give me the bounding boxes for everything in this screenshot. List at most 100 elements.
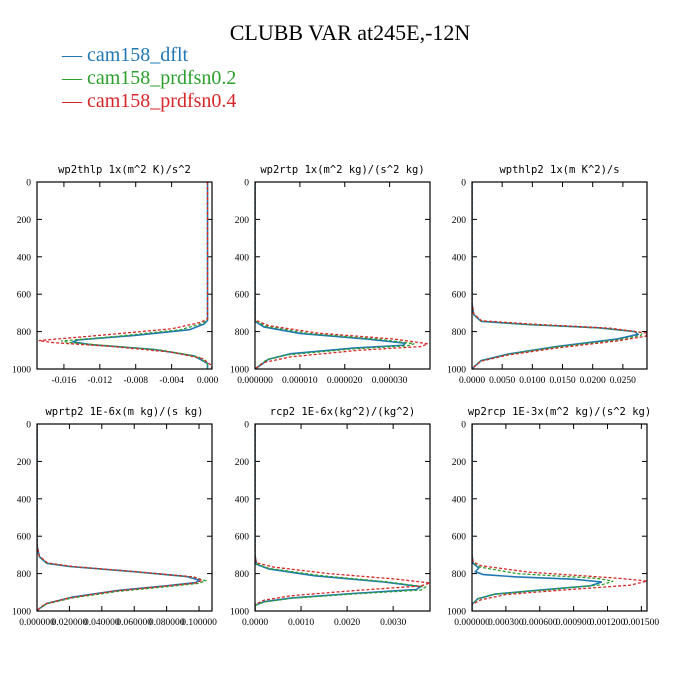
panel-5: rcp2 1E-6x(kg^2)/(kg^2) 0 200 400 600 800 1000… [230, 406, 431, 628]
x-tick-label: 0.0250 [610, 376, 636, 386]
series-line [472, 182, 647, 369]
y-tick-label: 200 [452, 458, 467, 468]
y-tick-label: 0 [461, 421, 466, 431]
legend-marker: — [62, 90, 82, 112]
y-tick-label: 1000 [230, 366, 249, 376]
x-tick-label: 0.100000 [181, 618, 217, 628]
y-tick-label: 200 [17, 458, 32, 468]
x-tick-label: 0.0050 [489, 376, 515, 386]
y-tick-label: 600 [235, 533, 250, 543]
plot-frame [471, 423, 648, 612]
x-tick-label: 0.001200 [590, 618, 626, 628]
series-line [37, 424, 201, 611]
series-line [255, 424, 430, 611]
series-line [255, 182, 430, 369]
x-tick-label: 0.000600 [522, 618, 558, 628]
series-line [255, 182, 415, 369]
y-tick-label: 600 [235, 291, 250, 301]
y-tick-label: 800 [452, 328, 467, 338]
y-tick-label: 800 [235, 570, 250, 580]
legend-item-prdfsn0.4: — cam158_prdfsn0.4 [62, 90, 236, 113]
x-tick-label: 0.060000 [116, 618, 152, 628]
x-tick-label: 0.020000 [52, 618, 88, 628]
plot-frame [254, 181, 431, 370]
y-tick-label: 200 [235, 458, 250, 468]
x-tick-label: 0.000000 [237, 376, 273, 386]
x-tick-label: 0.080000 [149, 618, 185, 628]
y-tick-label: 600 [452, 291, 467, 301]
panel-title: wpthlp2 1x(m K^2)/s [499, 164, 619, 176]
panel-title: wp2rcp 1E-3x(m^2 kg)/(s^2 kg) [468, 406, 651, 418]
legend: — cam158_dflt — cam158_prdfsn0.2 — cam15… [62, 44, 236, 113]
y-tick-label: 0 [461, 179, 466, 189]
y-tick-label: 1000 [447, 366, 466, 376]
x-tick-label: 0.000010 [282, 376, 318, 386]
plot-frame [36, 423, 213, 612]
x-tick-label: -0.008 [123, 376, 148, 386]
x-tick-label: 0.000030 [372, 376, 408, 386]
panel-6: wp2rcp 1E-3x(m^2 kg)/(s^2 kg)0 200 400 600 8… [447, 406, 659, 628]
x-tick-label: 0.040000 [84, 618, 120, 628]
x-tick-label: 0.000 [197, 376, 219, 386]
y-tick-label: 400 [17, 495, 32, 505]
y-tick-label: 1000 [12, 366, 31, 376]
panel-title: wprtp2 1E-6x(m kg)/(s kg) [45, 406, 203, 418]
x-tick-label: 0.0010 [288, 618, 314, 628]
x-tick-label: 0.0100 [519, 376, 545, 386]
x-tick-label: 0.000000 [19, 618, 55, 628]
legend-item-dflt: — cam158_dflt [62, 44, 236, 67]
y-tick-label: 600 [17, 533, 32, 543]
series-line [472, 182, 640, 369]
series-line [37, 424, 208, 611]
y-tick-label: 400 [235, 253, 250, 263]
y-tick-label: 800 [17, 328, 32, 338]
y-tick-label: 0 [26, 421, 31, 431]
series-line [472, 182, 644, 369]
y-tick-label: 400 [235, 495, 250, 505]
x-tick-label: 0.000900 [556, 618, 592, 628]
y-tick-label: 800 [17, 570, 32, 580]
y-tick-label: 800 [452, 570, 467, 580]
y-tick-label: 200 [235, 216, 250, 226]
y-tick-label: 0 [244, 421, 249, 431]
legend-label: cam158_prdfsn0.2 [87, 67, 237, 89]
x-tick-label: 0.0000 [242, 618, 268, 628]
series-line [472, 424, 614, 611]
y-tick-label: 1000 [230, 608, 249, 618]
y-tick-label: 400 [452, 495, 467, 505]
x-tick-label: 0.0200 [580, 376, 606, 386]
series-line [37, 424, 204, 611]
panel-1: wp2thlp 1x(m^2 K)/s^2 0 200 400 600 800 1000 -0… [12, 164, 218, 386]
y-tick-label: 1000 [447, 608, 466, 618]
panel-2: wp2rtp 1x(m^2 kg)/(s^2 kg) 0 200 400 600 800 1… [230, 164, 431, 386]
y-tick-label: 0 [244, 179, 249, 189]
y-tick-label: 400 [452, 253, 467, 263]
x-tick-label: 0.0030 [380, 618, 406, 628]
figure-title: CLUBB VAR at245E,-12N [229, 20, 471, 45]
panel-3: wpthlp2 1x(m K^2)/s020040060080010000.00… [447, 164, 648, 386]
x-tick-label: -0.016 [52, 376, 77, 386]
x-tick-label: 0.0150 [549, 376, 575, 386]
x-tick-label: 0.0000 [459, 376, 485, 386]
series-line [255, 424, 428, 611]
legend-label: cam158_dflt [87, 44, 189, 66]
x-tick-label: 0.000020 [327, 376, 363, 386]
legend-marker: — [62, 44, 82, 66]
series-line [38, 182, 212, 369]
y-tick-label: 200 [452, 216, 467, 226]
legend-marker: — [62, 67, 82, 89]
series-line [69, 182, 209, 369]
panel-title: wp2thlp 1x(m^2 K)/s^2 [58, 164, 191, 176]
y-tick-label: 200 [17, 216, 32, 226]
legend-item-prdfsn0.2: — cam158_prdfsn0.2 [62, 67, 236, 90]
legend-label: cam158_prdfsn0.4 [87, 90, 237, 112]
y-tick-label: 800 [235, 328, 250, 338]
x-tick-label: -0.012 [88, 376, 113, 386]
panel-title: wp2rtp 1x(m^2 kg)/(s^2 kg) [260, 164, 424, 176]
series-line [472, 424, 647, 611]
y-tick-label: 1000 [12, 608, 31, 618]
x-tick-label: -0.004 [159, 376, 184, 386]
x-tick-label: 0.000300 [488, 618, 524, 628]
series-line [61, 182, 209, 369]
